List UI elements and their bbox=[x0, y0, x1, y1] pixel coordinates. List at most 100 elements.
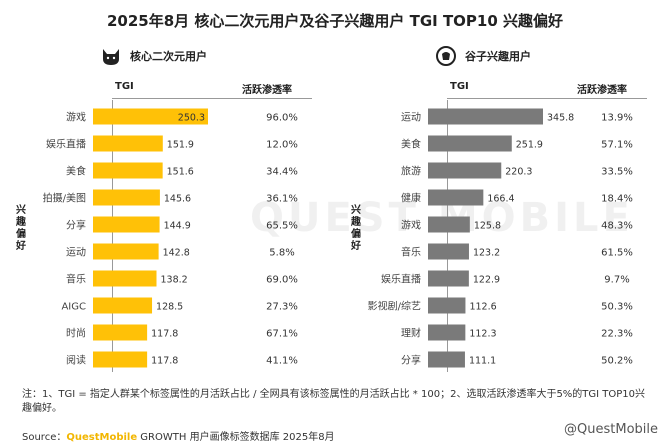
guzi-panel: 谷子兴趣用户 TGI 活跃渗透率 兴趣偏好 运动 345.8 13.9% 美食 251.… bbox=[351, 45, 655, 375]
active-rate-label: 61.5% bbox=[601, 248, 633, 259]
bar bbox=[93, 270, 157, 287]
active-rate-label: 33.5% bbox=[601, 167, 633, 178]
value-label: 117.8 bbox=[151, 356, 178, 367]
bar bbox=[93, 108, 208, 125]
bar bbox=[428, 162, 502, 179]
category-label: 游戏 bbox=[66, 111, 86, 124]
active-rate-label: 27.3% bbox=[266, 302, 298, 313]
category-label: 分享 bbox=[401, 354, 421, 367]
active-rate-label: 50.3% bbox=[601, 302, 633, 313]
badge-icon bbox=[436, 46, 456, 66]
value-label: 251.9 bbox=[516, 140, 543, 151]
core-acg-panel: 核心二次元用户 TGI 活跃渗透率 兴趣偏好 游戏 250.3 96.0% 娱乐直播 1… bbox=[16, 45, 320, 375]
category-label: 阅读 bbox=[66, 354, 86, 367]
active-rate-label: 41.1% bbox=[266, 356, 298, 367]
category-label: AIGC bbox=[61, 302, 86, 313]
bar bbox=[428, 189, 484, 206]
category-label: 娱乐直播 bbox=[46, 138, 86, 151]
value-label: 142.8 bbox=[163, 248, 190, 259]
active-rate-label: 22.3% bbox=[601, 329, 633, 340]
value-label: 128.5 bbox=[156, 302, 183, 313]
bar bbox=[93, 351, 148, 368]
active-rate-label: 67.1% bbox=[266, 329, 298, 340]
bar bbox=[428, 351, 465, 368]
panel-header: 核心二次元用户 bbox=[100, 45, 207, 67]
active-rate-label: 36.1% bbox=[266, 194, 298, 205]
bar bbox=[428, 216, 470, 233]
footnote: 注：1、TGI = 指定人群某个标签属性的月活跃占比 / 全网具有该标签属性的月… bbox=[22, 389, 646, 414]
tgi-header: TGI bbox=[450, 81, 469, 92]
active-rate-label: 50.2% bbox=[601, 356, 633, 367]
bar bbox=[93, 135, 163, 152]
source-label: Source： bbox=[22, 432, 67, 443]
category-label: 运动 bbox=[66, 247, 86, 259]
group-name: 核心二次元用户 bbox=[130, 50, 207, 63]
bar bbox=[428, 297, 466, 314]
active-rate-label: 12.0% bbox=[266, 140, 298, 151]
category-label: 娱乐直播 bbox=[381, 273, 421, 286]
value-label: 138.2 bbox=[160, 275, 187, 286]
value-label: 125.8 bbox=[474, 221, 501, 232]
category-label: 拍摄/美图 bbox=[43, 192, 86, 205]
category-label: 音乐 bbox=[401, 246, 421, 259]
bar bbox=[93, 216, 160, 233]
footer-watermark: @QuestMobile bbox=[564, 422, 658, 437]
category-label: 运动 bbox=[401, 112, 421, 124]
panel-header: 谷子兴趣用户 bbox=[435, 45, 531, 67]
bar bbox=[428, 324, 466, 341]
active-rate-label: 5.8% bbox=[269, 248, 294, 259]
value-label: 122.9 bbox=[473, 275, 500, 286]
value-label: 123.2 bbox=[473, 248, 500, 259]
value-label: 111.1 bbox=[469, 356, 496, 367]
category-label: 分享 bbox=[66, 219, 86, 232]
cat-icon bbox=[103, 49, 119, 65]
value-label: 112.6 bbox=[469, 302, 496, 313]
active-rate-header: 活跃渗透率 bbox=[577, 85, 627, 96]
category-label: 音乐 bbox=[66, 273, 86, 286]
side-label: 兴趣偏好 bbox=[351, 205, 361, 252]
category-label: 美食 bbox=[401, 138, 421, 151]
header-divider bbox=[447, 98, 647, 99]
value-label: 145.6 bbox=[164, 194, 191, 205]
bar bbox=[93, 297, 153, 314]
axis-line bbox=[112, 100, 113, 372]
value-label: 112.3 bbox=[469, 329, 496, 340]
value-label: 166.4 bbox=[487, 194, 514, 205]
active-rate-label: 48.3% bbox=[601, 221, 633, 232]
bar-chart-guzi: 运动 345.8 13.9% 美食 251.9 57.1% 旅游 220.3 33.5% 健康 16… bbox=[368, 108, 633, 368]
bar bbox=[428, 243, 469, 260]
category-label: 游戏 bbox=[401, 219, 421, 232]
group-name: 谷子兴趣用户 bbox=[465, 50, 531, 63]
active-rate-label: 96.0% bbox=[266, 113, 298, 124]
value-label: 345.8 bbox=[547, 113, 574, 124]
bar bbox=[428, 108, 543, 125]
value-label: 151.6 bbox=[167, 167, 194, 178]
side-label: 兴趣偏好 bbox=[16, 205, 26, 252]
value-label: 144.9 bbox=[164, 221, 191, 232]
category-label: 时尚 bbox=[66, 327, 86, 340]
tgi-header: TGI bbox=[115, 81, 134, 92]
source-brand: QuestMobile bbox=[66, 432, 138, 443]
bar bbox=[93, 189, 160, 206]
bar bbox=[428, 135, 512, 152]
bar bbox=[93, 243, 159, 260]
active-rate-label: 65.5% bbox=[266, 221, 298, 232]
category-label: 美食 bbox=[66, 165, 86, 178]
source-text: GROWTH 用户画像标签数据库 2025年8月 bbox=[137, 432, 335, 443]
category-label: 旅游 bbox=[401, 165, 421, 178]
active-rate-label: 34.4% bbox=[266, 167, 298, 178]
value-label: 151.9 bbox=[167, 140, 194, 151]
bar-chart-core-acg: 游戏 250.3 96.0% 娱乐直播 151.9 12.0% 美食 151.6 34.4% 拍摄… bbox=[43, 108, 298, 368]
source-line: Source：QuestMobile GROWTH 用户画像标签数据库 2025… bbox=[22, 428, 335, 443]
active-rate-label: 57.1% bbox=[601, 140, 633, 151]
bar bbox=[93, 324, 148, 341]
value-label: 250.3 bbox=[178, 113, 205, 124]
active-rate-label: 9.7% bbox=[604, 275, 629, 286]
category-label: 健康 bbox=[401, 192, 421, 205]
bar bbox=[93, 162, 163, 179]
header-divider bbox=[112, 98, 312, 99]
active-rate-label: 18.4% bbox=[601, 194, 633, 205]
active-rate-label: 69.0% bbox=[266, 275, 298, 286]
bar bbox=[428, 270, 469, 287]
category-label: 影视剧/综艺 bbox=[368, 300, 421, 313]
